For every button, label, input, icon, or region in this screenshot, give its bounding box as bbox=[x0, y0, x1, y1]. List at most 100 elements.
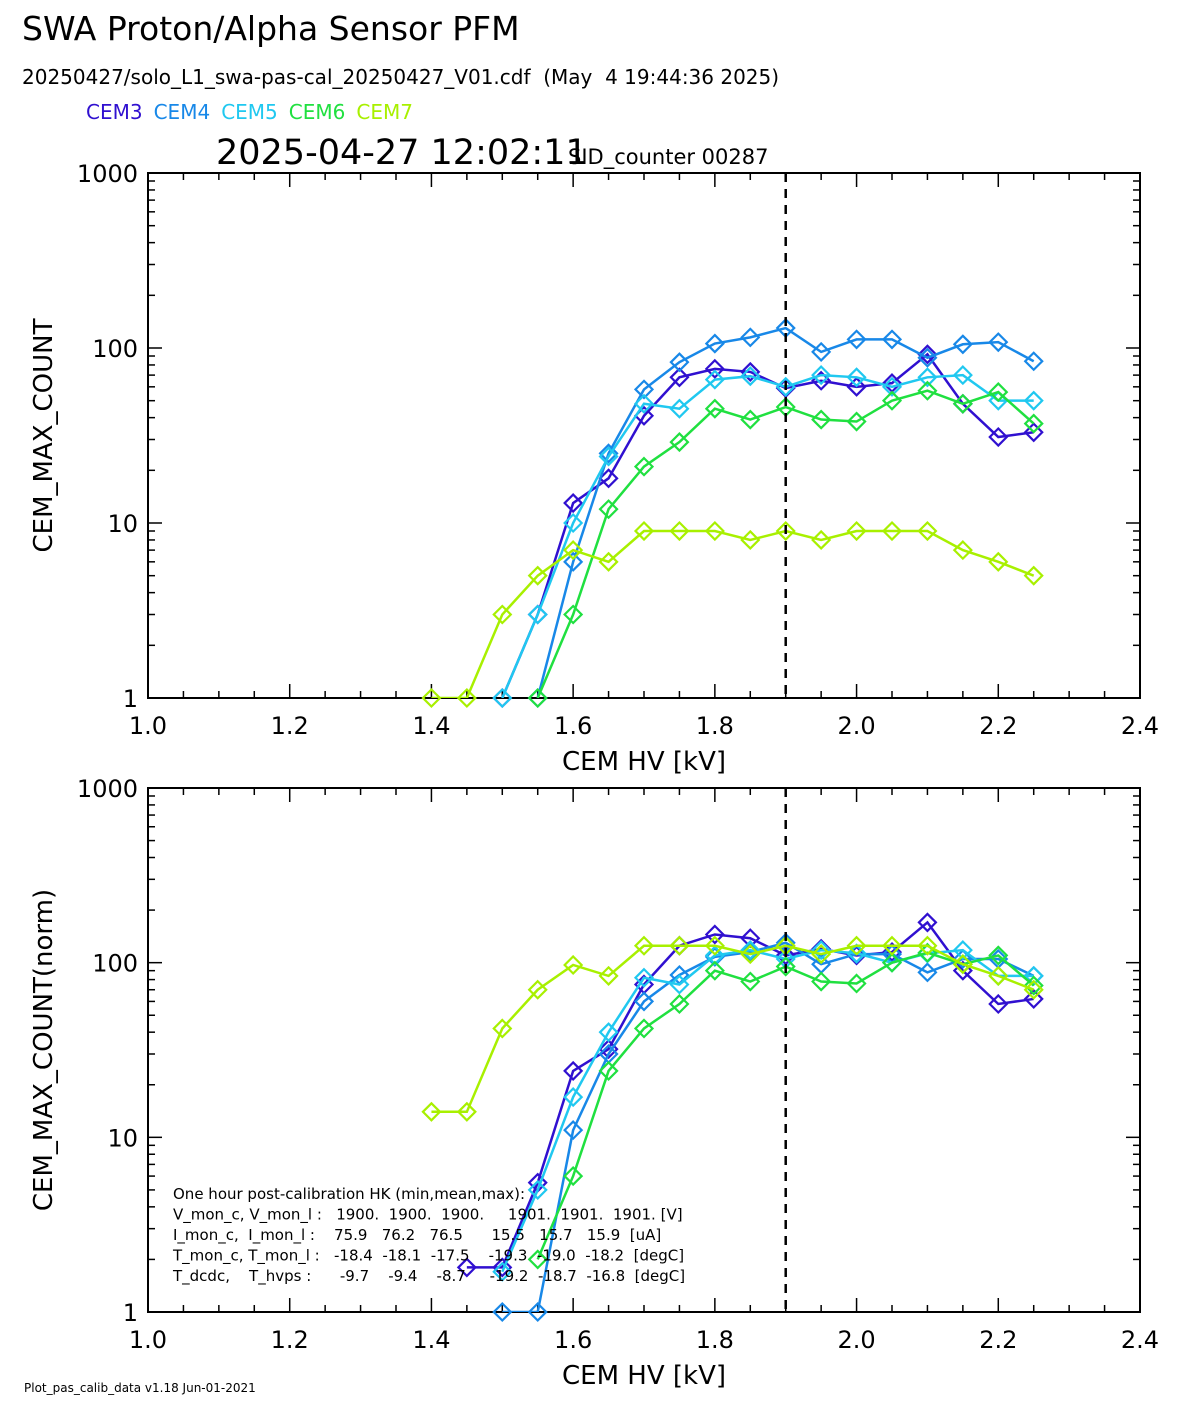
data-point bbox=[740, 366, 761, 387]
data-point bbox=[917, 347, 938, 368]
data-point bbox=[811, 341, 832, 362]
data-point bbox=[740, 529, 761, 551]
y-tick-label: 1000 bbox=[77, 775, 138, 803]
data-point bbox=[740, 942, 761, 963]
y-axis-label: CEM_MAX_COUNT bbox=[29, 318, 59, 552]
annotation: One hour post-calibration HK (min,mean,m… bbox=[173, 1185, 525, 1203]
data-point bbox=[811, 365, 832, 386]
data-point bbox=[1023, 422, 1044, 443]
data-point bbox=[881, 376, 903, 397]
y-tick-label: 1 bbox=[123, 1299, 138, 1327]
data-point bbox=[704, 333, 725, 354]
x-tick-label: 1.4 bbox=[412, 1326, 450, 1354]
data-point bbox=[846, 329, 867, 350]
series-line bbox=[536, 326, 1035, 698]
data-point bbox=[598, 1060, 619, 1081]
data-point bbox=[704, 924, 725, 945]
annotation: T_dcdc, T_hvps : -9.7 -9.4 -8.7 -19.2 -1… bbox=[172, 1267, 685, 1286]
data-point bbox=[492, 1018, 513, 1039]
data-point bbox=[669, 993, 690, 1015]
x-tick-label: 1.8 bbox=[696, 712, 734, 740]
data-point bbox=[952, 393, 973, 414]
file-name: 20250427/solo_L1_swa-pas-cal_20250427_V0… bbox=[22, 65, 779, 89]
data-point bbox=[811, 529, 832, 551]
data-point bbox=[669, 520, 690, 542]
data-point bbox=[633, 1018, 655, 1039]
legend-entry: CEM6 bbox=[289, 100, 346, 124]
data-point bbox=[917, 344, 938, 365]
data-point bbox=[846, 520, 867, 542]
data-point bbox=[669, 935, 690, 956]
data-point bbox=[988, 965, 1009, 986]
footer: Plot_pas_calib_data v1.18 Jun-01-2021 bbox=[24, 1381, 256, 1395]
data-point bbox=[421, 687, 442, 709]
data-point bbox=[775, 376, 796, 397]
title: SWA Proton/Alpha Sensor PFM bbox=[22, 9, 520, 48]
y-tick-label: 10 bbox=[107, 1124, 138, 1152]
data-point bbox=[563, 1166, 584, 1187]
data-point bbox=[740, 327, 761, 348]
series-line bbox=[501, 373, 1034, 698]
x-tick-label: 1.2 bbox=[271, 1326, 309, 1354]
data-point bbox=[846, 411, 867, 432]
data-point bbox=[492, 687, 513, 709]
x-tick-label: 1.6 bbox=[554, 712, 592, 740]
data-point bbox=[633, 393, 655, 414]
data-point bbox=[492, 1301, 513, 1323]
x-tick-label: 1.0 bbox=[129, 1326, 167, 1354]
data-point bbox=[988, 426, 1009, 448]
data-point bbox=[952, 365, 973, 386]
y-tick-label: 1000 bbox=[77, 160, 138, 188]
data-point bbox=[881, 329, 903, 350]
data-point bbox=[811, 940, 832, 961]
data-point bbox=[633, 456, 655, 477]
data-point bbox=[1023, 390, 1044, 411]
data-point bbox=[563, 1060, 584, 1081]
data-point bbox=[669, 398, 690, 419]
data-point bbox=[740, 361, 761, 382]
data-point bbox=[456, 1257, 477, 1278]
legend-entry: CEM5 bbox=[221, 100, 278, 124]
x-axis-label: CEM HV [kV] bbox=[562, 747, 726, 777]
data-point bbox=[633, 520, 655, 542]
x-tick-label: 1.4 bbox=[412, 712, 450, 740]
data-point bbox=[492, 1261, 513, 1282]
y-tick-label: 1 bbox=[123, 685, 138, 713]
data-point bbox=[421, 1101, 442, 1122]
data-point bbox=[917, 935, 938, 956]
data-point bbox=[1023, 988, 1044, 1009]
data-point bbox=[527, 687, 548, 709]
y-tick-label: 100 bbox=[92, 335, 138, 363]
data-point bbox=[527, 565, 548, 586]
data-point bbox=[952, 948, 973, 970]
data-point bbox=[988, 382, 1009, 403]
data-point bbox=[917, 520, 938, 542]
data-point bbox=[988, 332, 1009, 353]
data-point bbox=[740, 409, 761, 430]
data-point bbox=[598, 499, 619, 520]
timestamp: 2025-04-27 12:02:11 bbox=[216, 133, 588, 173]
series-line bbox=[466, 920, 1034, 1269]
data-point bbox=[492, 604, 513, 625]
data-point bbox=[704, 945, 725, 966]
data-point bbox=[563, 493, 584, 514]
data-point bbox=[917, 962, 938, 983]
data-point bbox=[563, 1087, 584, 1108]
data-point bbox=[669, 432, 690, 453]
x-axis-label: CEM HV [kV] bbox=[562, 1361, 726, 1391]
data-point bbox=[633, 967, 655, 988]
x-tick-label: 2.4 bbox=[1121, 1326, 1159, 1354]
data-point bbox=[633, 935, 655, 956]
data-point bbox=[704, 520, 725, 542]
data-point bbox=[598, 443, 619, 464]
x-tick-label: 2.4 bbox=[1121, 712, 1159, 740]
data-point bbox=[1023, 979, 1044, 1000]
data-point bbox=[527, 604, 548, 625]
data-point bbox=[988, 945, 1009, 966]
data-point bbox=[952, 540, 973, 561]
data-point bbox=[704, 960, 725, 981]
data-point bbox=[988, 993, 1009, 1015]
data-point bbox=[988, 551, 1009, 572]
